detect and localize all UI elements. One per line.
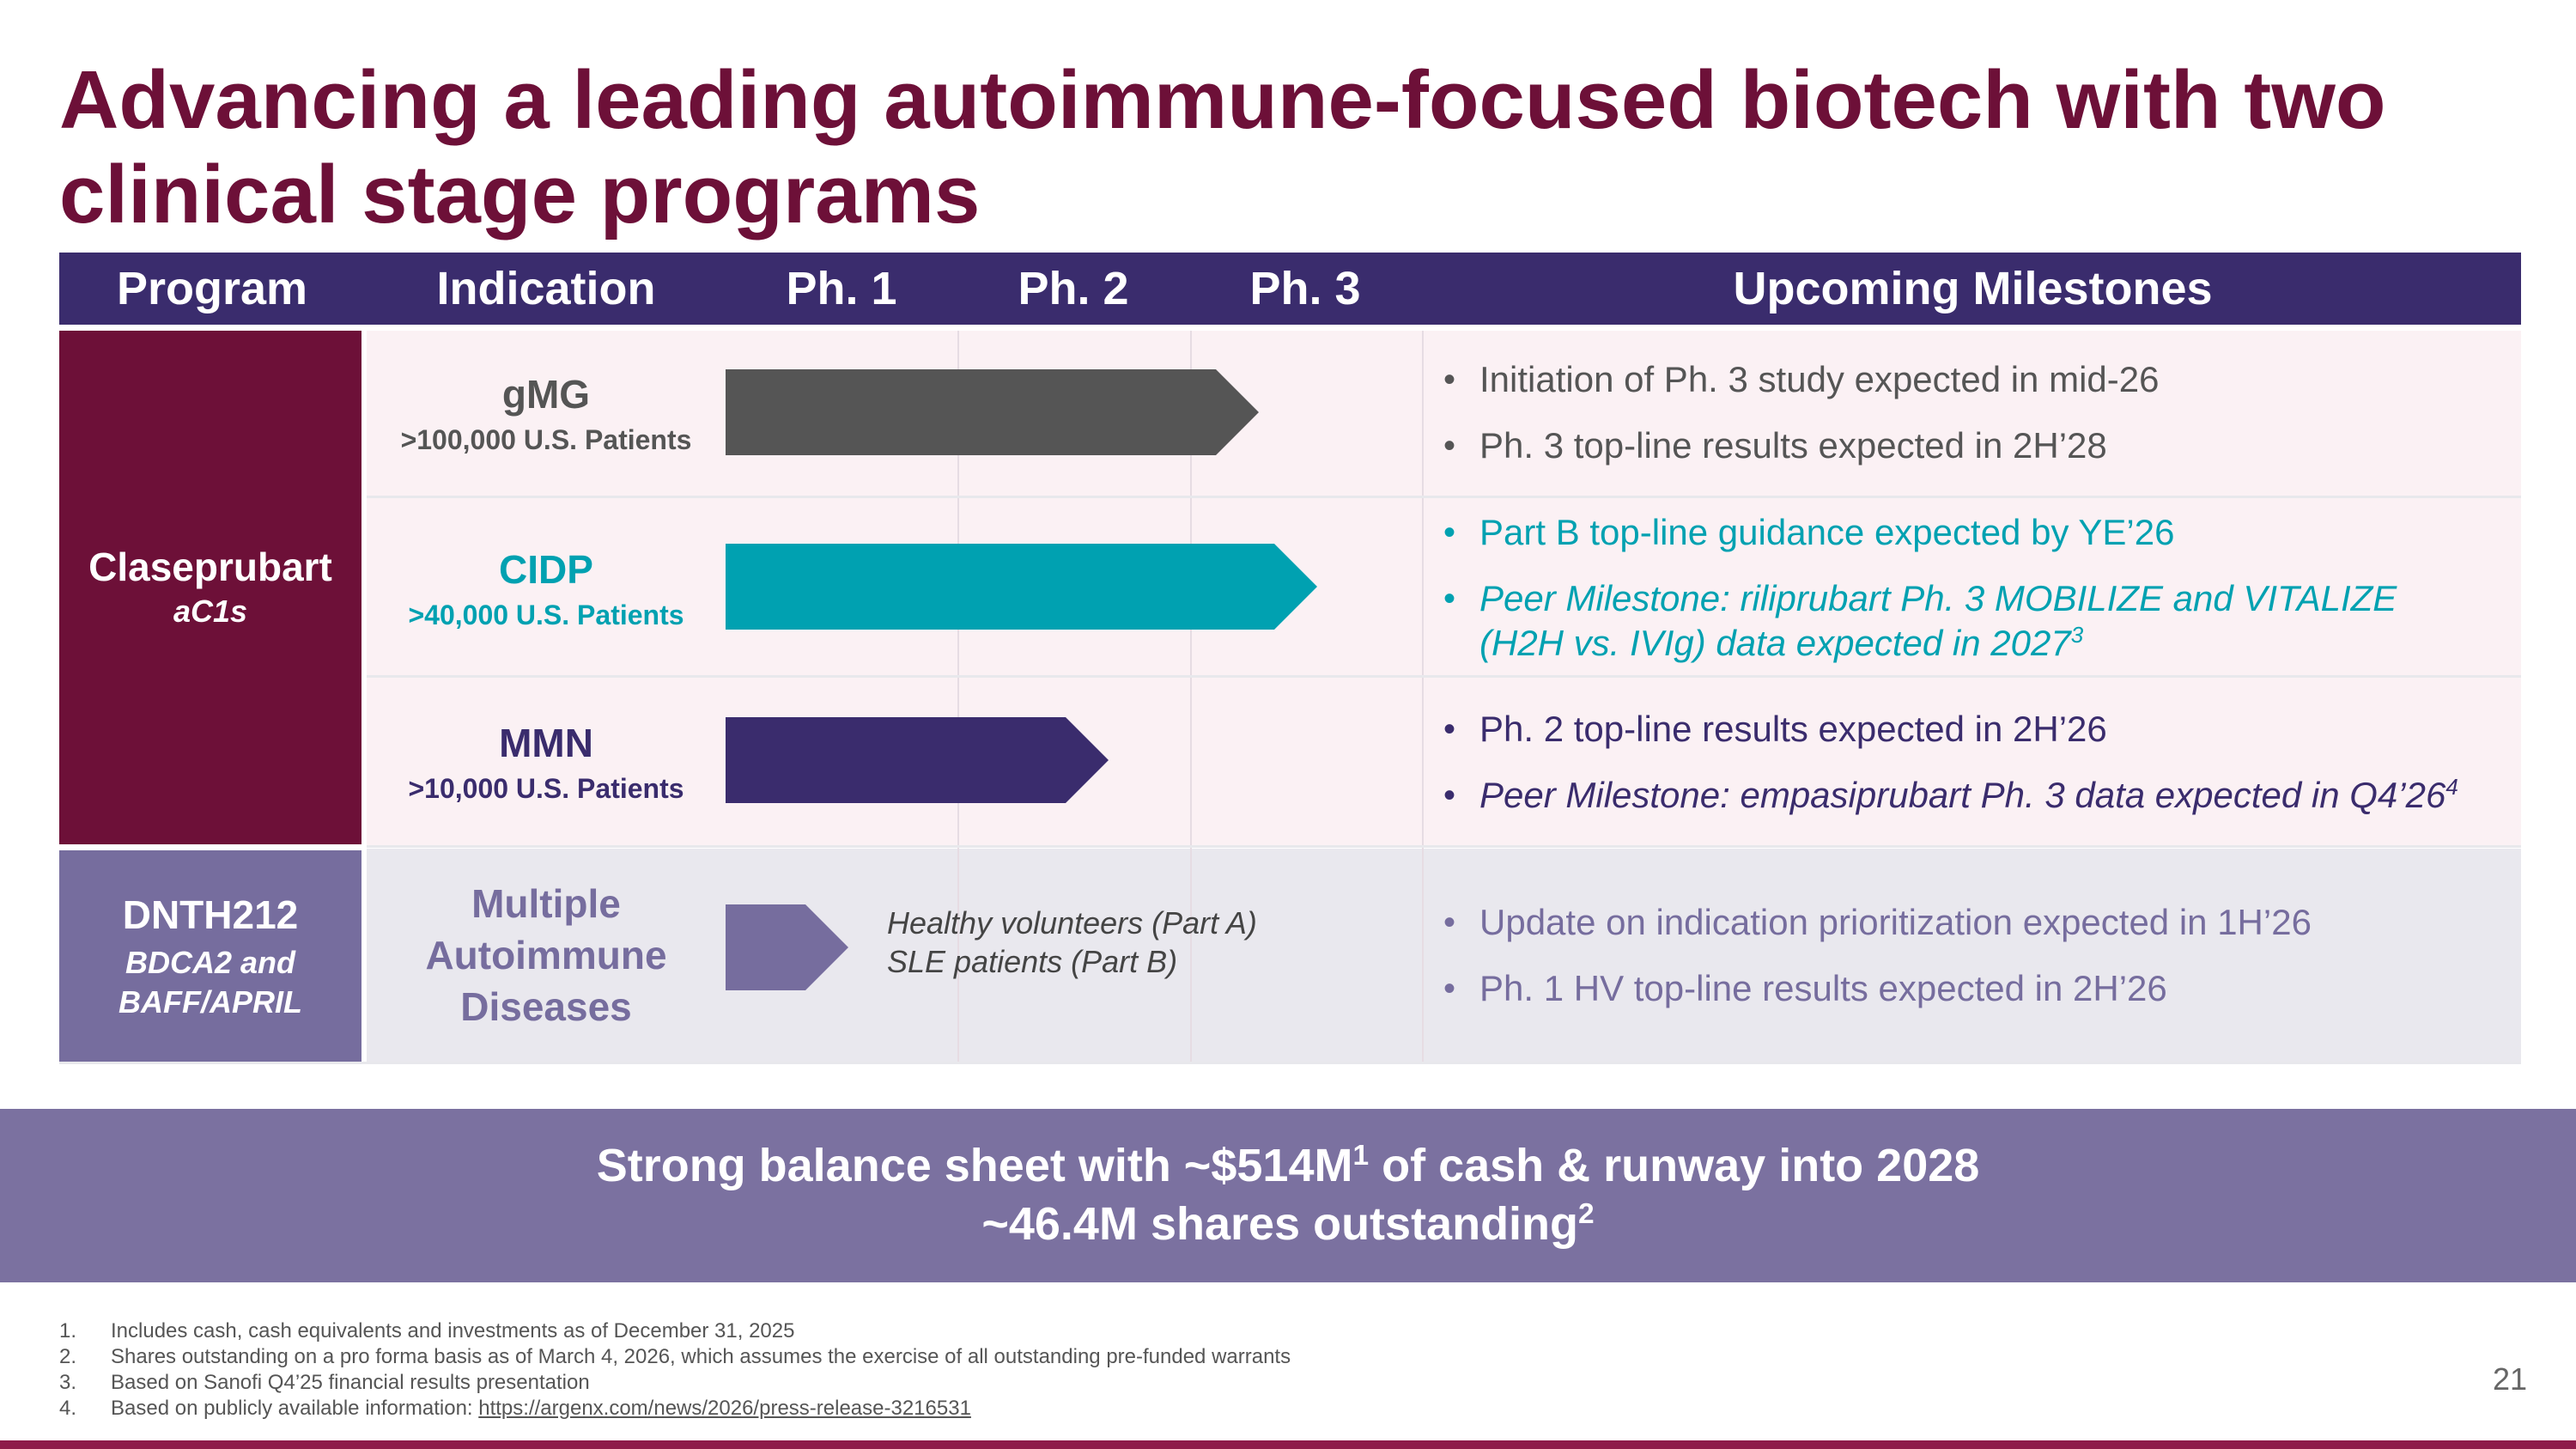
program-name: DNTH212 (122, 892, 299, 937)
progress-arrow-gmg (726, 369, 1259, 455)
row-divider (367, 675, 2521, 678)
indication-cidp: CIDP >40,000 U.S. Patients (367, 546, 726, 631)
indication-patients: >100,000 U.S. Patients (400, 424, 692, 455)
footnote-ref: 3 (2070, 622, 2084, 648)
progress-arrow-cidp (726, 544, 1317, 630)
footnote-ref: 4 (2445, 774, 2458, 800)
milestone-item: • Update on indication prioritization exp… (1443, 902, 2312, 942)
banner-line-1: Strong balance sheet with ~$514M1 of cas… (596, 1140, 1980, 1191)
milestone-item: • Ph. 2 top-line results expected in 2H’2… (1443, 709, 2107, 749)
grid-line (1190, 331, 1192, 1062)
footnote: 4. Based on publicly available informatio… (59, 1397, 971, 1420)
program-cell-claseprubart: Claseprubart aC1s (59, 331, 361, 844)
header-ph3: Ph. 3 (1249, 263, 1361, 314)
program-target: BDCA2 and BAFF/APRIL (118, 945, 302, 1020)
press-release-link[interactable]: https://argenx.com/news/2026/press-relea… (478, 1397, 971, 1420)
progress-arrow-mmn (726, 717, 1109, 803)
milestone-item: • Ph. 3 top-line results expected in 2H’2… (1443, 425, 2107, 466)
program-name: Claseprubart (88, 545, 332, 589)
row-divider (367, 496, 2521, 498)
dnth212-trial-note: Healthy volunteers (Part A) SLE patients… (887, 904, 1257, 981)
indication-name: MMN (499, 721, 593, 765)
banner-line-2: ~46.4M shares outstanding2 (981, 1198, 1595, 1250)
indication-mmn: MMN >10,000 U.S. Patients (367, 720, 726, 805)
page-number: 21 (2492, 1361, 2527, 1397)
milestones-dnth212: • Update on indication prioritization exp… (1443, 900, 2312, 1032)
grid-line (957, 331, 959, 1062)
progress-arrow-dnth212 (726, 904, 848, 990)
header-program: Program (116, 263, 308, 314)
program-target: aC1s (173, 594, 248, 629)
footnotes: 1. Includes cash, cash equivalents and in… (59, 1318, 1291, 1422)
trial-note-line: SLE patients (Part B) (887, 944, 1178, 979)
row-divider (59, 1062, 2521, 1064)
program-cell-dnth212: DNTH212 BDCA2 and BAFF/APRIL (59, 850, 361, 1062)
milestone-item: • Peer Milestone: empasiprubart Ph. 3 dat… (1443, 774, 2458, 815)
grid-line (1422, 331, 1424, 1062)
indication-name: Multiple Autoimmune Diseases (425, 881, 667, 1029)
indication-multiple: Multiple Autoimmune Diseases (367, 878, 726, 1032)
milestone-item: • Ph. 1 HV top-line results expected in 2… (1443, 968, 2167, 1008)
financial-banner: Strong balance sheet with ~$514M1 of cas… (0, 1109, 2576, 1282)
header-indication: Indication (436, 263, 656, 314)
table-header: Program Indication Ph. 1 Ph. 2 Ph. 3 Upc… (59, 253, 2521, 325)
milestones-cidp: • Part B top-line guidance expected by YE… (1443, 510, 2484, 687)
footnote: 2. Shares outstanding on a pro forma basi… (59, 1345, 1291, 1368)
indication-patients: >40,000 U.S. Patients (408, 600, 684, 630)
milestone-item: • Peer Milestone: riliprubart Ph. 3 MOBIL… (1443, 578, 2397, 663)
header-ph1: Ph. 1 (786, 263, 897, 314)
milestone-item: • Part B top-line guidance expected by YE… (1443, 512, 2175, 552)
footnote: 1. Includes cash, cash equivalents and in… (59, 1319, 795, 1342)
indication-name: CIDP (499, 547, 593, 592)
trial-note-line: Healthy volunteers (Part A) (887, 905, 1257, 941)
page-title: Advancing a leading autoimmune-focused b… (59, 54, 2386, 240)
header-milestones: Upcoming Milestones (1733, 263, 2213, 314)
footnote: 3. Based on Sanofi Q4’25 financial result… (59, 1371, 590, 1394)
indication-patients: >10,000 U.S. Patients (408, 773, 684, 804)
milestone-item: • Initiation of Ph. 3 study expected in m… (1443, 359, 2160, 399)
indication-name: gMG (501, 372, 591, 417)
header-ph2: Ph. 2 (1018, 263, 1129, 314)
row-divider (367, 845, 2521, 848)
milestones-gmg: • Initiation of Ph. 3 study expected in m… (1443, 357, 2159, 490)
milestones-mmn: • Ph. 2 top-line results expected in 2H’2… (1443, 707, 2458, 839)
bottom-accent-bar (0, 1440, 2576, 1449)
indication-gmg: gMG >100,000 U.S. Patients (367, 371, 726, 456)
